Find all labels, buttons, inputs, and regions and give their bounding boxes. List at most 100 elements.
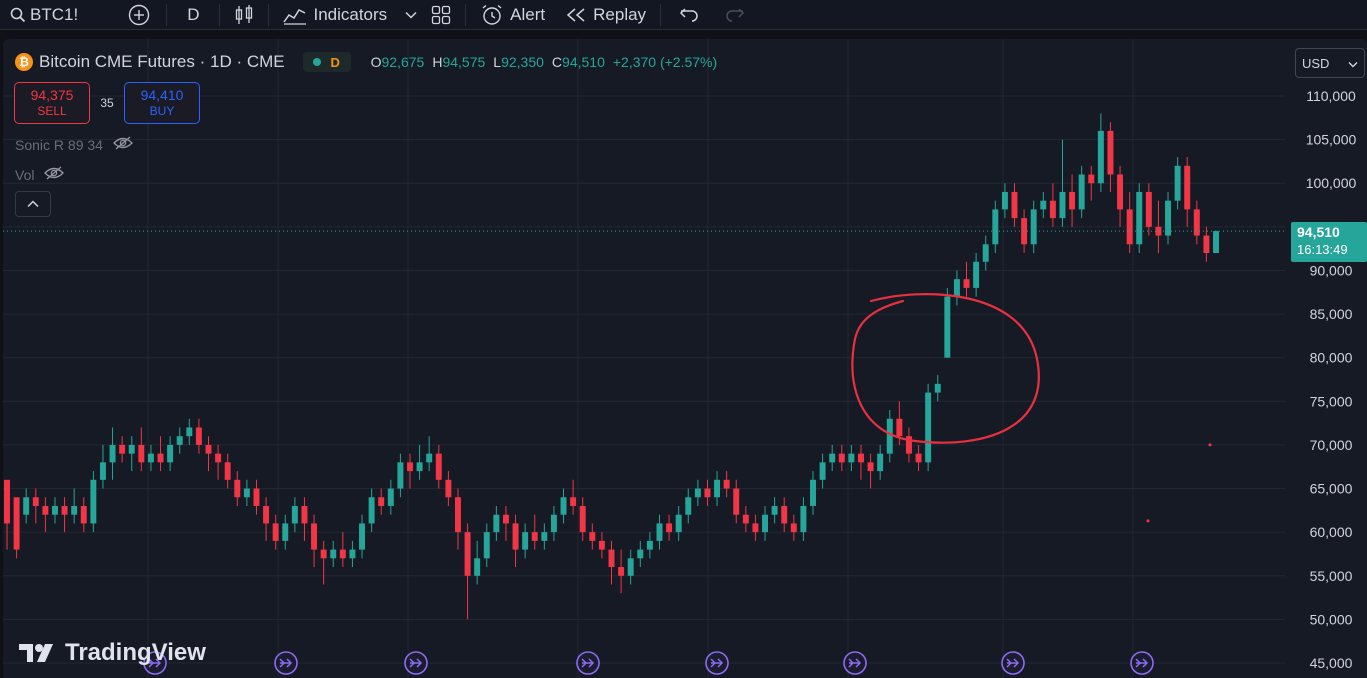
candle	[1117, 165, 1124, 227]
candle-body	[877, 453, 884, 472]
event-marker-arrow	[848, 658, 862, 668]
candle	[426, 436, 433, 472]
candle-body	[1136, 191, 1143, 245]
candle-body	[71, 505, 78, 515]
buy-price: 94,410	[140, 87, 184, 103]
candle	[90, 471, 97, 533]
candle-body	[455, 497, 461, 533]
stray-dot	[1208, 443, 1212, 447]
collapse-legend-button[interactable]	[15, 191, 51, 217]
candle	[1049, 183, 1056, 227]
candle	[291, 497, 298, 533]
event-marker-icon[interactable]	[143, 651, 167, 675]
sell-label: SELL	[37, 104, 67, 118]
event-marker-arrow	[581, 658, 595, 668]
candle	[963, 261, 970, 297]
currency-select[interactable]: USD	[1295, 48, 1365, 78]
candle	[704, 479, 711, 506]
candle	[186, 418, 193, 445]
sell-button[interactable]: 94,375 SELL	[14, 82, 90, 124]
market-status-pill[interactable]: D	[302, 52, 351, 72]
event-marker-icon[interactable]	[274, 651, 298, 675]
candle-body	[1078, 174, 1085, 210]
candle-body	[23, 497, 30, 515]
redo-button[interactable]	[713, 0, 757, 30]
candle-body	[762, 514, 768, 533]
indicator-templates-button[interactable]	[397, 0, 421, 30]
candle-body	[215, 453, 222, 463]
candle	[464, 523, 471, 620]
ohlc-values: O92,675 H94,575 L92,350 C94,510 +2,370 (…	[371, 54, 718, 70]
candle	[368, 488, 375, 533]
undo-button[interactable]	[665, 0, 713, 30]
indicator-sonic-r[interactable]: Sonic R 89 34	[15, 136, 133, 153]
price-axis-label: 65,000	[1310, 481, 1353, 497]
candle-body	[157, 453, 164, 463]
candle	[723, 471, 730, 498]
candle	[608, 540, 615, 585]
candle	[234, 471, 241, 506]
candle	[781, 497, 788, 533]
event-marker-icon[interactable]	[1130, 651, 1154, 675]
candle-body	[1021, 218, 1028, 245]
candle	[560, 488, 567, 524]
chart-pane[interactable]: 110,000 105,000 100,000 90,000 85,000 80,000 7…	[3, 39, 1367, 678]
candle-body	[493, 514, 500, 533]
candle	[61, 497, 68, 533]
candle	[99, 444, 106, 489]
candlestick-chart[interactable]: 110,000 105,000 100,000 90,000 85,000 80,000 7…	[3, 39, 1367, 678]
event-marker-arrow	[1006, 658, 1020, 668]
candle	[829, 444, 836, 472]
event-marker-icon[interactable]	[576, 651, 600, 675]
eye-off-icon[interactable]	[34, 166, 65, 183]
alert-button[interactable]: Alert	[470, 0, 555, 30]
candle	[752, 514, 759, 541]
candle	[167, 436, 174, 472]
candle	[205, 436, 212, 472]
candle-body	[147, 453, 154, 463]
compare-button[interactable]	[88, 0, 162, 30]
candle-body	[992, 209, 999, 245]
candle	[445, 471, 452, 506]
candle-body	[646, 540, 653, 550]
candle-body	[723, 479, 730, 489]
layouts-button[interactable]	[421, 0, 461, 30]
candle	[570, 479, 577, 515]
candle-body	[1213, 231, 1219, 254]
event-marker-icon[interactable]	[705, 651, 729, 675]
indicator-volume[interactable]: Vol	[15, 166, 65, 183]
candle-body	[1107, 130, 1114, 175]
candle-body	[685, 497, 692, 515]
symbol-title[interactable]: Bitcoin CME Futures · 1D · CME	[39, 52, 285, 71]
tradingview-logo[interactable]: TradingView	[19, 639, 206, 667]
indicators-button[interactable]: Indicators	[273, 0, 397, 30]
candle	[435, 444, 442, 489]
candle	[1213, 230, 1219, 254]
candle-body	[1069, 191, 1076, 210]
interval-button[interactable]: D	[171, 0, 215, 30]
chart-type-button[interactable]	[224, 0, 264, 30]
event-marker-icon[interactable]	[1001, 651, 1025, 675]
candle	[1069, 174, 1076, 227]
candle-body	[1030, 209, 1037, 245]
eye-off-icon[interactable]	[103, 136, 133, 153]
event-marker-icon[interactable]	[843, 651, 867, 675]
candle	[80, 497, 87, 533]
candle-body	[771, 505, 778, 515]
indicator-label: Vol	[15, 166, 35, 183]
candle-body	[13, 497, 20, 550]
event-marker-icon[interactable]	[404, 651, 428, 675]
open-key: O	[370, 54, 382, 70]
buy-button[interactable]: 94,410 BUY	[124, 82, 200, 124]
replay-button[interactable]: Replay	[555, 0, 656, 30]
candle	[359, 514, 365, 559]
toolbar-divider	[166, 3, 168, 26]
redo-icon	[725, 7, 745, 23]
open-value: 92,675	[381, 54, 425, 70]
interval-label: D	[187, 4, 200, 24]
symbol-search[interactable]: BTC1!	[0, 0, 88, 30]
candle	[1059, 139, 1066, 227]
candle-body	[1059, 191, 1066, 219]
change-value: +2,370 (+2.57%)	[612, 54, 718, 70]
candle-body	[1155, 226, 1162, 236]
